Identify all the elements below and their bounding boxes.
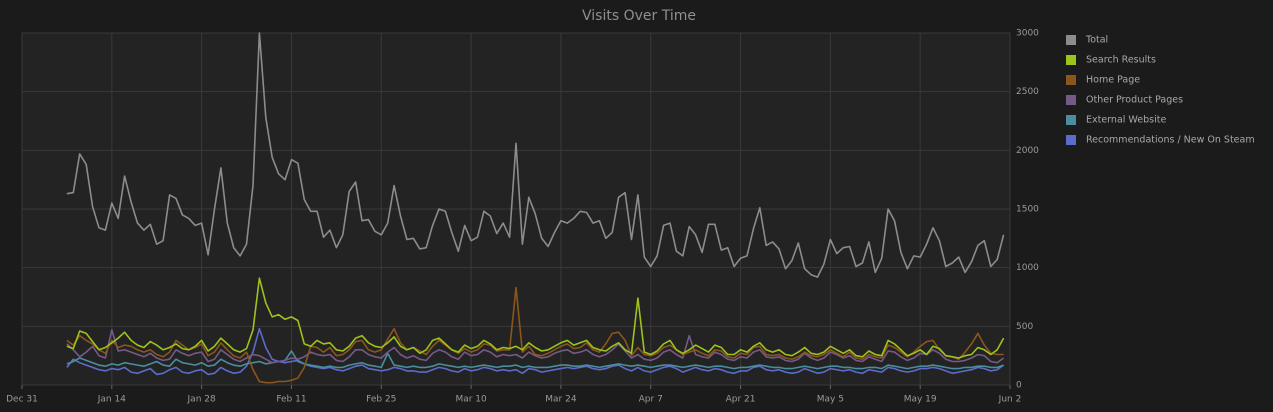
legend-label: Recommendations / New On Steam <box>1086 135 1255 146</box>
series-line <box>66 286 1004 384</box>
y-tick-label: 500 <box>1016 322 1033 332</box>
x-tick-label: May 5 <box>817 395 844 405</box>
x-tick-label: Feb 11 <box>276 395 306 405</box>
x-tick-label: May 19 <box>904 395 937 405</box>
legend-swatch <box>1066 35 1076 45</box>
legend-swatch <box>1066 55 1076 65</box>
series-line <box>66 329 1005 364</box>
x-tick-label: Jun 2 <box>998 395 1022 405</box>
x-tick-label: Jan 28 <box>187 395 216 405</box>
legend-swatch <box>1066 135 1076 145</box>
y-tick-label: 0 <box>1016 381 1022 391</box>
x-tick-label: Feb 25 <box>366 395 396 405</box>
y-tick-label: 2500 <box>1016 87 1039 97</box>
x-tick-label: Dec 31 <box>6 395 38 405</box>
legend-label: Other Product Pages <box>1086 95 1183 106</box>
legend-swatch <box>1066 75 1076 85</box>
chart-title: Visits Over Time <box>582 8 696 24</box>
legend-swatch <box>1066 115 1076 125</box>
legend-label: Search Results <box>1086 55 1156 66</box>
legend-label: External Website <box>1086 115 1166 126</box>
legend-swatch <box>1066 95 1076 105</box>
y-tick-label: 1500 <box>1016 205 1039 215</box>
x-tick-label: Jan 14 <box>97 395 126 405</box>
series-line <box>66 327 1005 376</box>
y-tick-label: 3000 <box>1016 29 1039 39</box>
y-tick-label: 2000 <box>1016 146 1039 156</box>
series-line <box>66 350 1004 370</box>
x-tick-label: Mar 24 <box>545 395 577 405</box>
legend-label: Home Page <box>1086 75 1140 86</box>
series-line <box>66 32 1005 278</box>
y-tick-label: 1000 <box>1016 263 1039 273</box>
series-line <box>66 277 1005 359</box>
x-tick-label: Mar 10 <box>455 395 487 405</box>
x-tick-label: Apr 21 <box>726 395 756 405</box>
x-tick-label: Apr 7 <box>639 395 663 405</box>
legend-label: Total <box>1085 35 1108 46</box>
